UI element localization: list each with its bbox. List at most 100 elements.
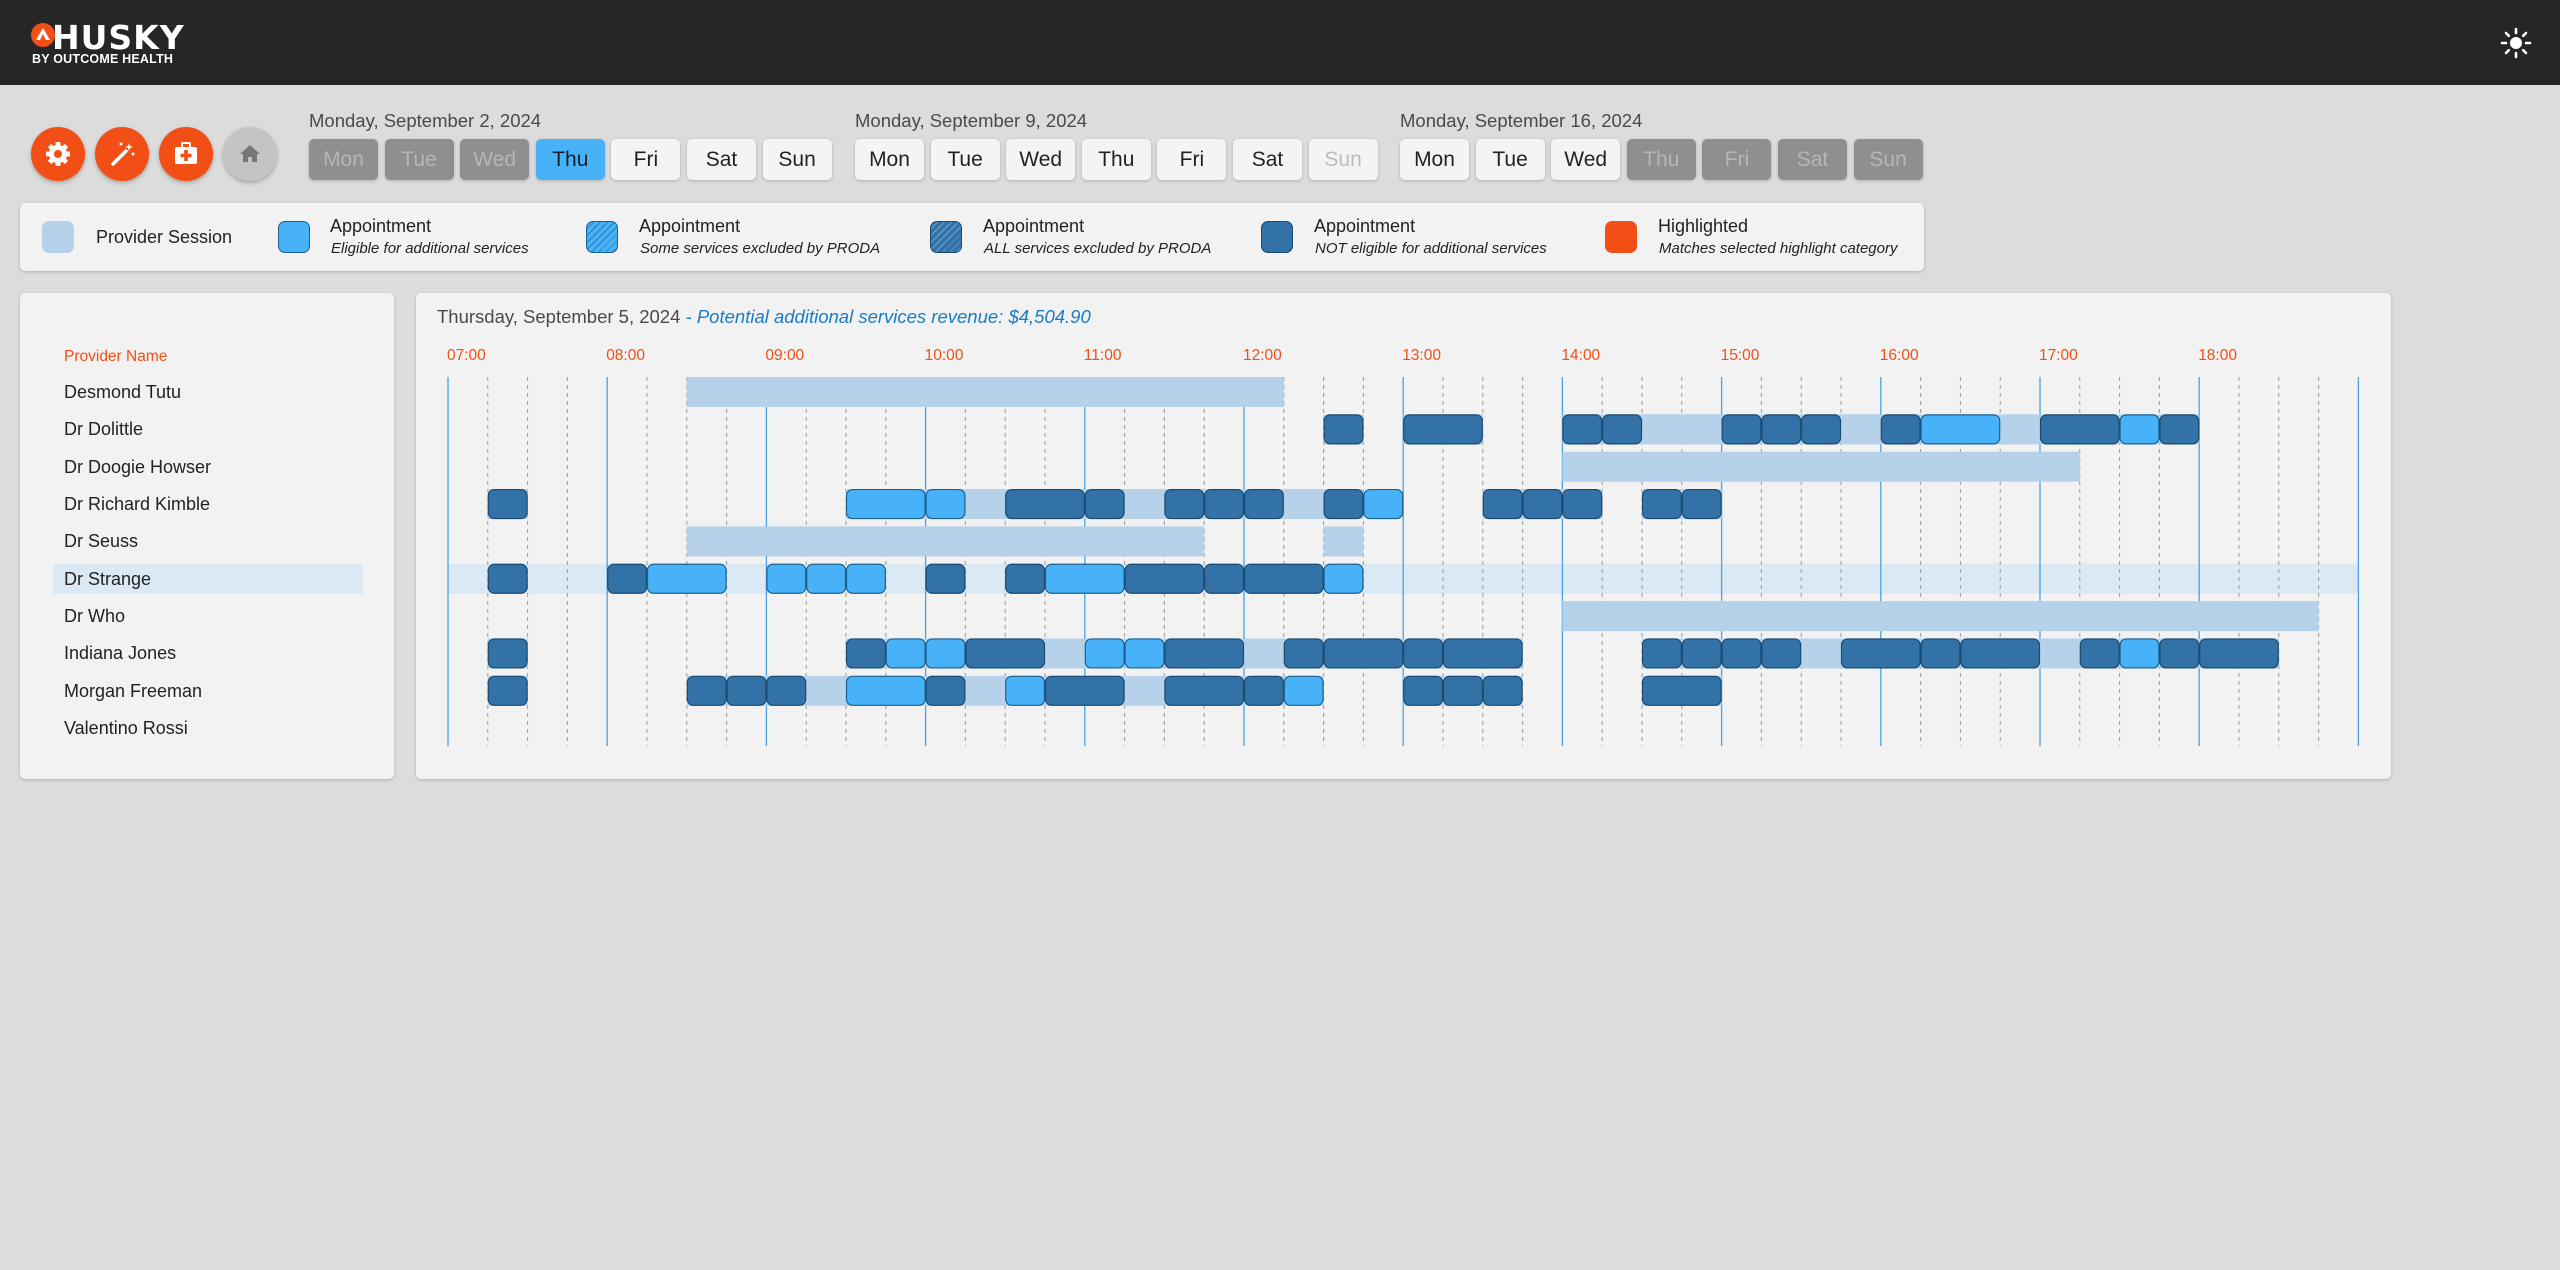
appointment-not-eligible[interactable] <box>726 675 767 706</box>
provider-row[interactable]: Dr Strange <box>53 563 363 594</box>
provider-row[interactable]: Morgan Freeman <box>64 680 203 701</box>
appointment-not-eligible[interactable] <box>2159 638 2200 669</box>
appointment-not-eligible[interactable] <box>607 563 648 594</box>
day-button-mon[interactable]: Mon <box>1400 139 1469 180</box>
appointment-not-eligible[interactable] <box>1562 488 1603 520</box>
day-button-wed[interactable]: Wed <box>1551 139 1621 180</box>
appointment-not-eligible[interactable] <box>2159 414 2200 445</box>
provider-row[interactable]: Dr Who <box>64 606 126 627</box>
appointment-eligible[interactable] <box>2119 638 2160 669</box>
appointment-not-eligible[interactable] <box>1641 675 1722 706</box>
appointment-not-eligible[interactable] <box>1522 488 1563 520</box>
appointment-not-eligible[interactable] <box>845 638 886 669</box>
appointment-not-eligible[interactable] <box>1164 638 1245 669</box>
husky-logo[interactable]: HUSKY BY OUTCOME HEALTH <box>30 18 200 68</box>
appointment-not-eligible[interactable] <box>1124 563 1205 594</box>
appointment-not-eligible[interactable] <box>1681 638 1722 669</box>
appointment-not-eligible[interactable] <box>925 675 966 706</box>
appointment-not-eligible[interactable] <box>1403 638 1444 669</box>
appointment-not-eligible[interactable] <box>1283 638 1324 669</box>
appointment-eligible[interactable] <box>845 675 926 706</box>
appointment-eligible[interactable] <box>646 563 727 594</box>
appointment-not-eligible[interactable] <box>1403 675 1444 706</box>
appointment-not-eligible[interactable] <box>1243 488 1284 520</box>
appointment-not-eligible[interactable] <box>1681 488 1722 520</box>
appointment-eligible[interactable] <box>845 563 886 594</box>
settings-button[interactable] <box>31 127 85 181</box>
appointment-eligible[interactable] <box>1044 563 1125 594</box>
magic-wand-button[interactable] <box>95 127 149 181</box>
appointment-not-eligible[interactable] <box>2079 638 2120 669</box>
appointment-eligible[interactable] <box>1323 563 1364 594</box>
appointment-not-eligible[interactable] <box>1641 638 1682 669</box>
appointment-not-eligible[interactable] <box>1721 414 1762 445</box>
day-button-thu[interactable]: Thu <box>1081 139 1151 180</box>
appointment-not-eligible[interactable] <box>1164 488 1205 520</box>
appointment-eligible[interactable] <box>1283 675 1324 706</box>
appointment-not-eligible[interactable] <box>1840 638 1921 669</box>
appointment-not-eligible[interactable] <box>1243 563 1324 594</box>
appointment-not-eligible[interactable] <box>1482 675 1523 706</box>
appointment-eligible[interactable] <box>1124 638 1165 669</box>
appointment-eligible[interactable] <box>1920 414 2001 445</box>
appointment-eligible[interactable] <box>1363 488 1404 520</box>
appointment-not-eligible[interactable] <box>1442 638 1523 669</box>
appointment-not-eligible[interactable] <box>1044 675 1125 706</box>
appointment-eligible[interactable] <box>2119 414 2160 445</box>
appointment-not-eligible[interactable] <box>1005 563 1046 594</box>
appointment-not-eligible[interactable] <box>1761 414 1802 445</box>
appointment-eligible[interactable] <box>845 488 926 520</box>
appointment-not-eligible[interactable] <box>1880 414 1921 445</box>
appointment-not-eligible[interactable] <box>1721 638 1762 669</box>
home-button[interactable] <box>223 127 277 181</box>
day-button-mon[interactable]: Mon <box>855 139 924 180</box>
day-button-wed[interactable]: Wed <box>1006 139 1076 180</box>
appointment-not-eligible[interactable] <box>487 675 528 706</box>
appointment-not-eligible[interactable] <box>686 675 727 706</box>
appointment-not-eligible[interactable] <box>1960 638 2041 669</box>
appointment-not-eligible[interactable] <box>1005 488 1085 520</box>
provider-row[interactable]: Desmond Tutu <box>64 382 182 402</box>
theme-toggle-button[interactable] <box>2500 27 2532 59</box>
appointment-not-eligible[interactable] <box>1323 488 1364 520</box>
appointment-eligible[interactable] <box>766 563 807 594</box>
day-button-fri[interactable]: Fri <box>611 139 681 180</box>
appointment-eligible[interactable] <box>885 638 926 669</box>
appointment-not-eligible[interactable] <box>766 675 807 706</box>
appointment-not-eligible[interactable] <box>1562 414 1603 445</box>
appointment-not-eligible[interactable] <box>1641 488 1682 520</box>
day-button-thu[interactable]: Thu <box>535 139 605 180</box>
provider-row[interactable]: Dr Doogie Howser <box>64 456 212 477</box>
provider-row[interactable]: Indiana Jones <box>64 643 177 664</box>
appointment-not-eligible[interactable] <box>1761 638 1802 669</box>
appointment-not-eligible[interactable] <box>1084 488 1125 520</box>
appointment-not-eligible[interactable] <box>1204 563 1245 594</box>
appointment-not-eligible[interactable] <box>487 563 528 594</box>
appointment-eligible[interactable] <box>925 488 966 520</box>
appointment-not-eligible[interactable] <box>965 638 1046 669</box>
medical-kit-button[interactable] <box>159 127 213 181</box>
appointment-not-eligible[interactable] <box>1164 675 1245 706</box>
provider-row[interactable]: Dr Dolittle <box>64 419 144 440</box>
appointment-not-eligible[interactable] <box>1204 488 1245 520</box>
day-button-sun[interactable]: Sun <box>762 139 832 180</box>
appointment-not-eligible[interactable] <box>2039 414 2120 445</box>
appointment-not-eligible[interactable] <box>487 488 528 520</box>
appointment-not-eligible[interactable] <box>487 638 528 669</box>
day-button-sun[interactable]: Sun <box>1308 139 1378 180</box>
provider-row[interactable]: Valentino Rossi <box>64 718 188 739</box>
provider-row[interactable]: Dr Seuss <box>64 531 139 552</box>
day-button-fri[interactable]: Fri <box>1157 139 1227 180</box>
appointment-not-eligible[interactable] <box>1801 414 1842 445</box>
day-button-tue[interactable]: Tue <box>930 139 1000 180</box>
appointment-not-eligible[interactable] <box>1482 488 1523 520</box>
appointment-eligible[interactable] <box>1005 675 1046 706</box>
appointment-not-eligible[interactable] <box>2199 638 2279 669</box>
appointment-not-eligible[interactable] <box>1323 414 1364 445</box>
day-button-sat[interactable]: Sat <box>1233 139 1302 180</box>
appointment-eligible[interactable] <box>925 638 966 669</box>
appointment-not-eligible[interactable] <box>1403 414 1483 445</box>
appointment-eligible[interactable] <box>806 563 847 594</box>
appointment-not-eligible[interactable] <box>1602 414 1643 445</box>
appointment-not-eligible[interactable] <box>1243 675 1284 706</box>
